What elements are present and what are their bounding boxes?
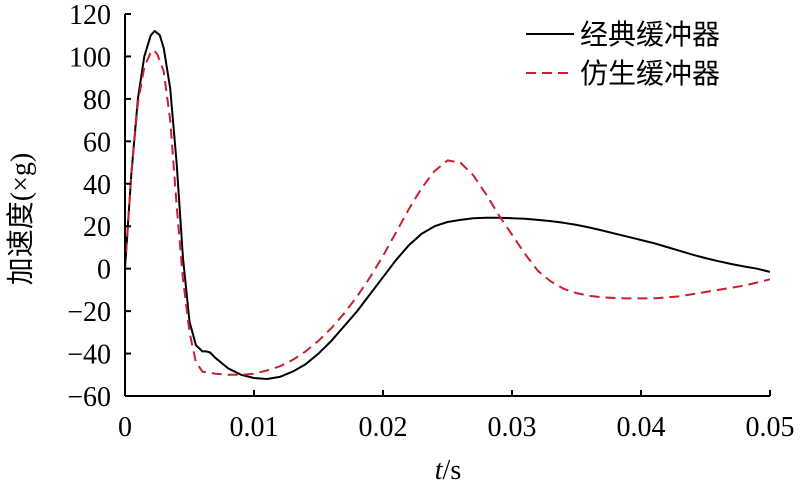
y-tick-label: 20 xyxy=(83,212,111,243)
y-tick-label: 0 xyxy=(97,255,111,286)
plot-area xyxy=(124,30,771,380)
x-tick-label: 0.01 xyxy=(230,412,279,443)
y-tick-label: −60 xyxy=(67,382,111,413)
y-tick-label: 100 xyxy=(69,42,111,73)
y-tick-label: 60 xyxy=(83,127,111,158)
tick-labels: 0 0.01 0.02 0.03 0.04 0.05 −60 −40 −20 0 20 40 60 80 1… xyxy=(67,0,794,443)
x-axis-variable: t xyxy=(435,455,444,486)
y-axis-title: 加速度(×g) xyxy=(5,153,37,285)
x-axis-title: t/s xyxy=(435,455,461,486)
axes xyxy=(124,14,770,397)
series-line-bionic xyxy=(124,49,771,376)
y-tick-label: 40 xyxy=(83,170,111,201)
x-axis-unit: /s xyxy=(443,455,462,486)
x-tick-label: 0 xyxy=(118,412,132,443)
legend-label-bionic: 仿生缓冲器 xyxy=(580,57,720,90)
series-line-classic xyxy=(124,30,771,380)
x-tick-label: 0.03 xyxy=(488,412,537,443)
x-tick-label: 0.05 xyxy=(746,412,795,443)
y-tick-label: −20 xyxy=(67,297,111,328)
x-tick-label: 0.02 xyxy=(359,412,408,443)
tick-marks xyxy=(124,13,771,397)
y-tick-label: −40 xyxy=(67,340,111,371)
legend-label-classic: 经典缓冲器 xyxy=(580,18,720,51)
y-tick-label: 120 xyxy=(69,0,111,31)
y-tick-label: 80 xyxy=(83,85,111,116)
x-tick-label: 0.04 xyxy=(617,412,666,443)
legend: 经典缓冲器 仿生缓冲器 xyxy=(526,18,720,90)
